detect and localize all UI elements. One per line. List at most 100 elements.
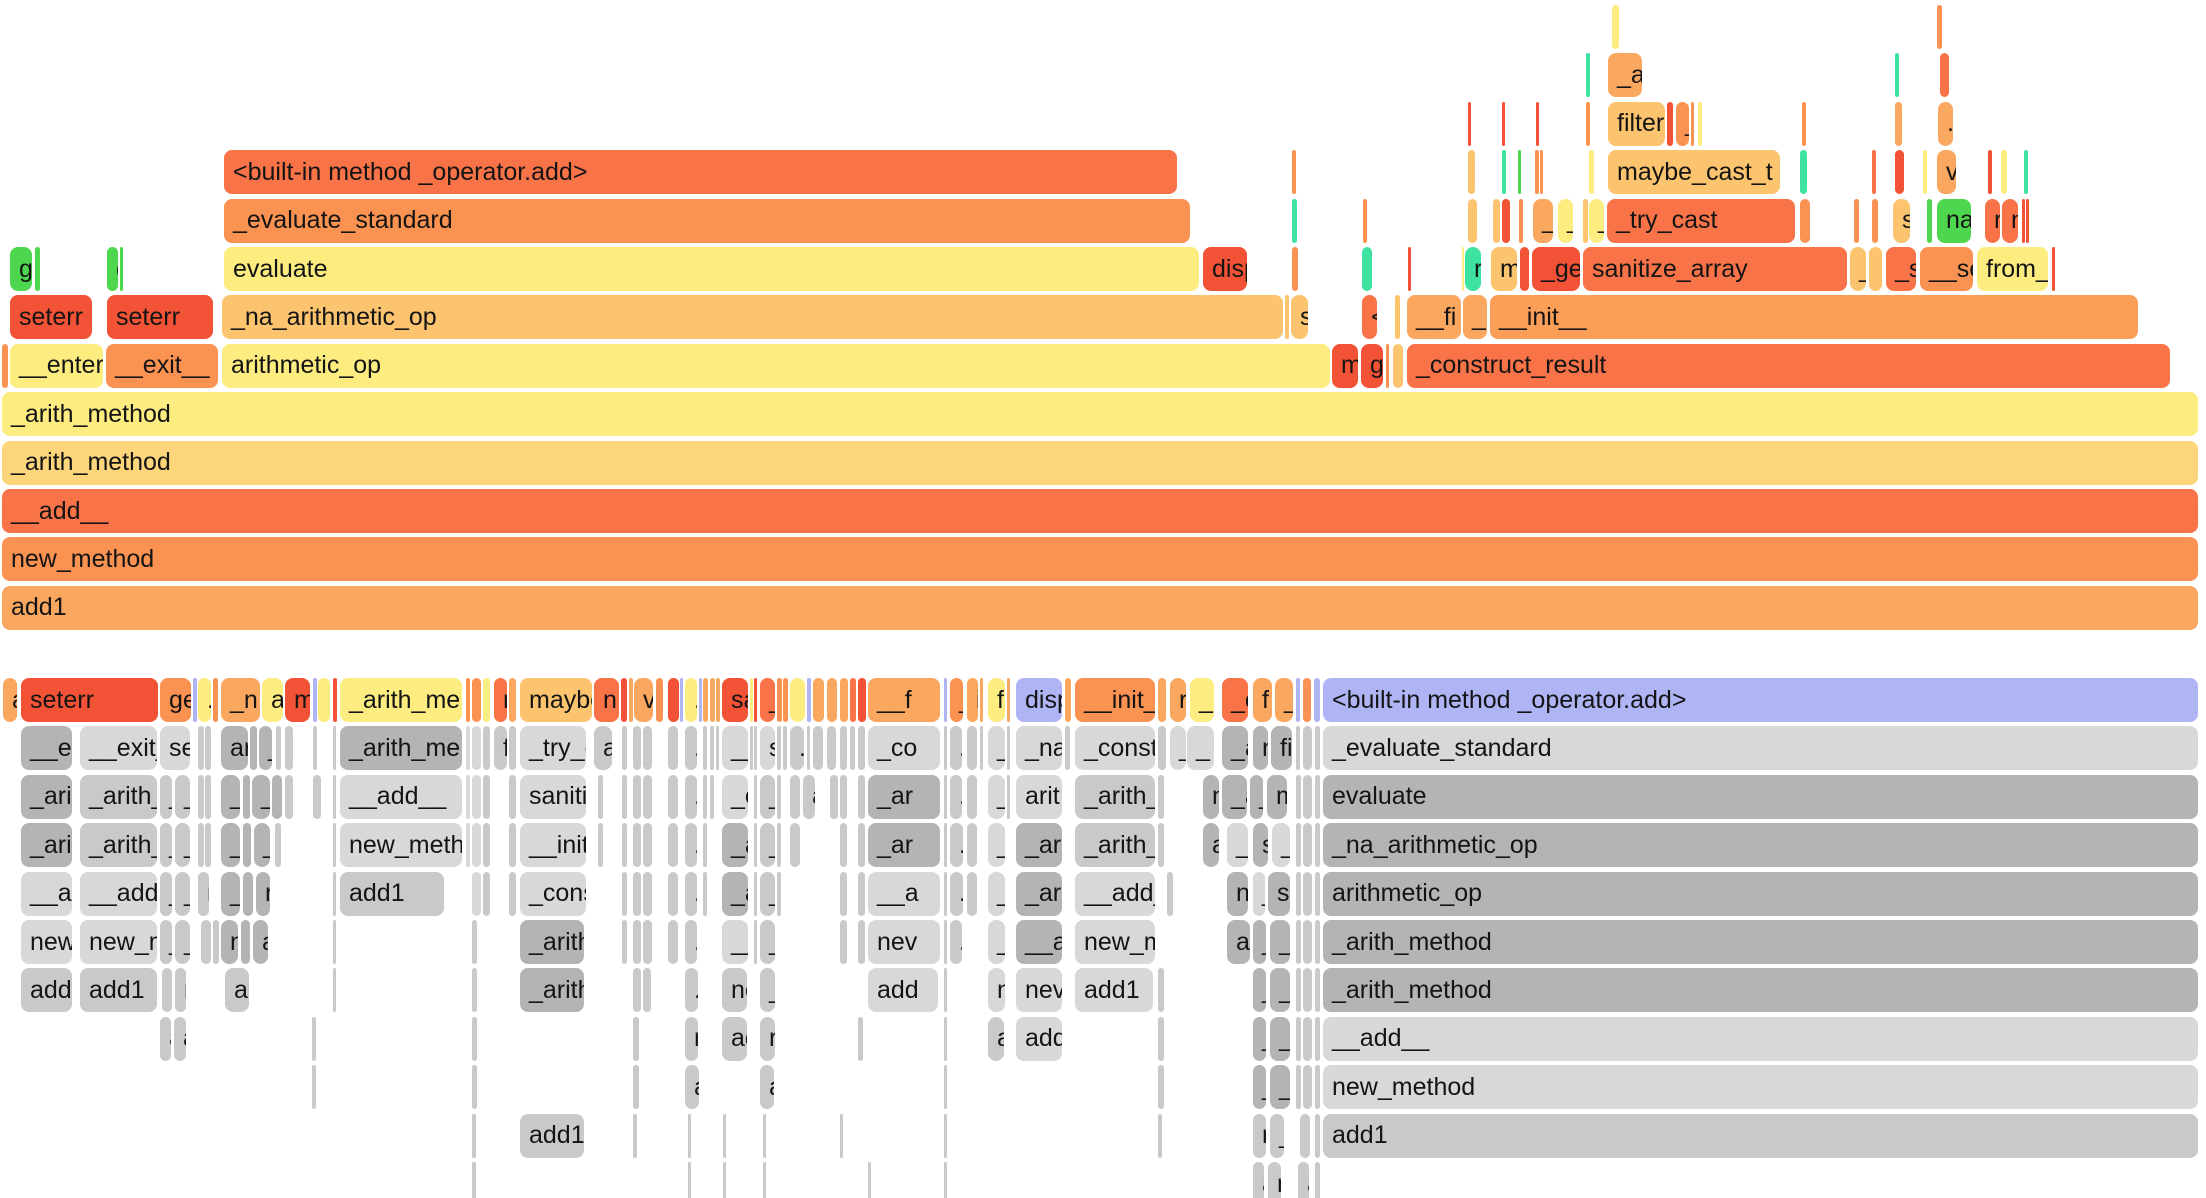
frame-__ent[interactable]: __ent [21,726,72,771]
frame-new_m[interactable]: new_m [80,920,157,964]
frame-_c[interactable]: _c [1222,678,1248,722]
frame-sliver[interactable] [622,871,627,916]
frame-arithmetic_op[interactable]: arithmetic_op [1323,871,2198,916]
frame-sliver[interactable] [472,968,477,1013]
frame-sliver[interactable] [703,823,707,868]
frame--[interactable]: . [509,871,516,916]
frame-sliver[interactable] [472,678,481,722]
frame-m[interactable]: m [1491,247,1517,291]
frame-sliver[interactable] [980,726,983,771]
frame-nev[interactable]: nev [868,920,940,964]
frame-sliver[interactable] [643,726,652,771]
frame-_arith_[interactable]: _arith_ [1075,823,1155,868]
frame-sliver[interactable] [1292,247,1298,291]
frame-add1[interactable]: add1 [21,968,72,1013]
frame-_[interactable]: _ [1676,101,1689,146]
frame-a[interactable]: a [760,1065,774,1110]
frame-sliver[interactable] [1988,150,1992,195]
frame-sliver[interactable] [633,726,641,771]
frame-sliver[interactable] [1468,150,1475,195]
frame-sliver[interactable] [763,1162,766,1198]
frame-sliver[interactable] [944,1113,947,1158]
frame-_[interactable]: _ [1170,726,1186,771]
frame-sliver[interactable] [472,871,481,916]
frame-sliver[interactable] [1363,198,1367,243]
frame--[interactable]: . [1158,774,1164,819]
frame-_arit[interactable]: _arit [21,823,72,868]
frame-sliver[interactable] [313,678,317,722]
frame-add1[interactable]: add1 [2,585,2198,630]
frame--[interactable]: . [643,774,652,819]
frame-_[interactable]: _ [760,678,775,722]
frame-_[interactable]: _ [988,871,1005,916]
frame-_[interactable]: _ [1250,774,1263,819]
frame-r[interactable]: r [1465,247,1481,291]
frame-sliver[interactable] [1158,968,1164,1013]
frame-add[interactable]: add [868,968,938,1013]
frame-a[interactable]: a [241,920,250,964]
frame-sliver[interactable] [1158,1113,1162,1158]
frame-sliver[interactable] [466,823,470,868]
frame-sliver[interactable] [285,774,293,819]
frame-ari[interactable]: ari [221,726,248,771]
frame-sliver[interactable] [472,823,481,868]
frame-_[interactable]: _ [1253,968,1266,1013]
frame-a[interactable]: a [685,1065,699,1110]
frame-a[interactable]: a [3,678,17,722]
frame-_ar[interactable]: _ar [868,823,940,868]
frame-sliver[interactable] [2026,198,2029,243]
frame--[interactable]: . [198,726,204,771]
frame-sliver[interactable] [1869,247,1882,291]
frame--[interactable]: . [668,823,678,868]
frame-sliver[interactable] [1292,150,1296,195]
frame-sliver[interactable] [858,678,866,722]
frame-filter[interactable]: filter [1608,101,1665,146]
frame-i[interactable]: i [967,678,978,722]
frame-_[interactable]: _ [1253,920,1266,964]
frame--[interactable]: . [813,678,824,722]
frame--[interactable]: . [483,774,490,819]
frame-sliver[interactable] [1315,1065,1320,1110]
frame-_construct_result[interactable]: _construct_result [1407,343,2170,388]
frame-_[interactable]: _ [1270,1016,1290,1061]
frame-n[interactable]: n [243,871,253,916]
frame-sliver[interactable] [754,678,757,722]
frame-_[interactable]: _ [160,823,172,868]
frame-a[interactable]: a [262,678,283,722]
frame-sliver[interactable] [313,726,317,771]
frame-_[interactable]: _ [1190,678,1214,722]
frame-__fi[interactable]: __fi [1407,295,1461,340]
frame-a[interactable]: a [160,1016,171,1061]
frame-sliver[interactable] [2001,150,2007,195]
frame-add1[interactable]: add1 [1075,968,1153,1013]
frame-s[interactable]: s [1291,295,1308,340]
frame-sliver[interactable] [483,678,490,722]
frame-m[interactable]: m [285,678,310,722]
frame-__enter__[interactable]: __enter__ [10,343,103,388]
frame-_a[interactable]: _a [221,823,240,868]
frame--[interactable]: . [668,726,678,771]
frame-sliver[interactable] [1362,247,1372,291]
frame-a[interactable]: a [174,1016,186,1061]
frame-__add_[interactable]: __add_ [1075,871,1155,916]
frame--[interactable]: . [790,726,804,771]
frame-sliver[interactable] [850,678,856,722]
frame--[interactable]: . [643,871,652,916]
frame-sliver[interactable] [333,968,336,1013]
frame-ad[interactable]: ad [225,968,249,1013]
frame-_[interactable]: _ [1589,198,1604,243]
frame--[interactable]: . [643,823,652,868]
frame--built-in-method-_operator-add-[interactable]: <built-in method _operator.add> [224,150,1177,195]
frame--[interactable]: . [950,774,962,819]
frame-_[interactable]: _ [1187,726,1214,771]
frame-sliver[interactable] [668,678,679,722]
frame-n[interactable]: n [2002,198,2018,243]
frame-sliver[interactable] [850,726,855,771]
frame-evaluate[interactable]: evaluate [224,247,1199,291]
frame-r[interactable]: r [198,871,209,916]
frame-sliver[interactable] [35,247,40,291]
frame-sliver[interactable] [483,726,490,771]
frame-sliver[interactable] [944,1016,947,1061]
frame-_s[interactable]: _s [1886,247,1916,291]
frame-sliver[interactable] [858,871,865,916]
